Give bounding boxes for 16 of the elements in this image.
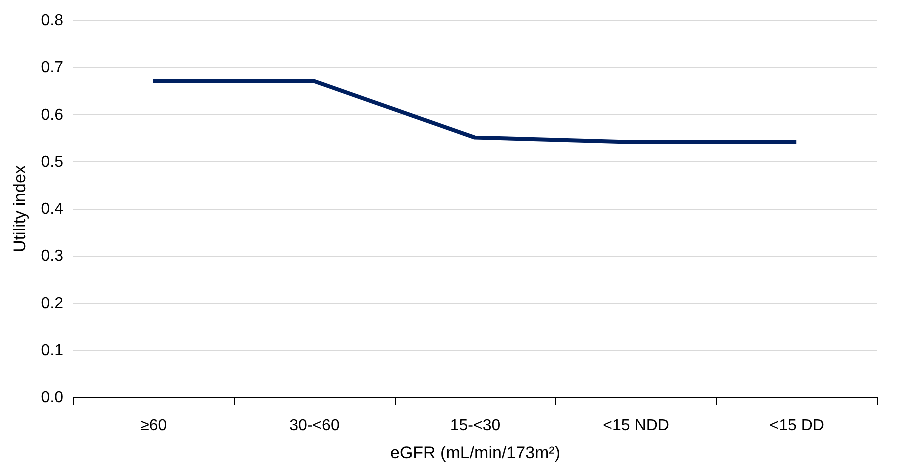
- x-tick-label: <15 NDD: [603, 418, 670, 434]
- y-tick-label: 0.8: [41, 12, 64, 30]
- x-tick-label: 30-<60: [290, 418, 340, 434]
- y-tick-label: 0.7: [41, 60, 64, 77]
- y-tick-label: 0.1: [41, 342, 64, 360]
- y-tick-label: 0.5: [41, 154, 64, 171]
- x-tick-label: ≥60: [140, 418, 168, 434]
- y-tick-label: 0.4: [41, 201, 64, 218]
- y-tick-label: 0.6: [41, 106, 64, 124]
- y-tick-label: 0.0: [41, 390, 64, 406]
- y-tick-label: 0.2: [41, 295, 64, 312]
- x-tick-label: <15 DD: [770, 418, 824, 434]
- y-tick-label: 0.3: [41, 248, 64, 266]
- y-axis-title: Utility index: [10, 165, 30, 252]
- x-axis-title: eGFR (mL/min/173m²): [390, 444, 561, 462]
- x-tick-label: 15-<30: [450, 418, 501, 434]
